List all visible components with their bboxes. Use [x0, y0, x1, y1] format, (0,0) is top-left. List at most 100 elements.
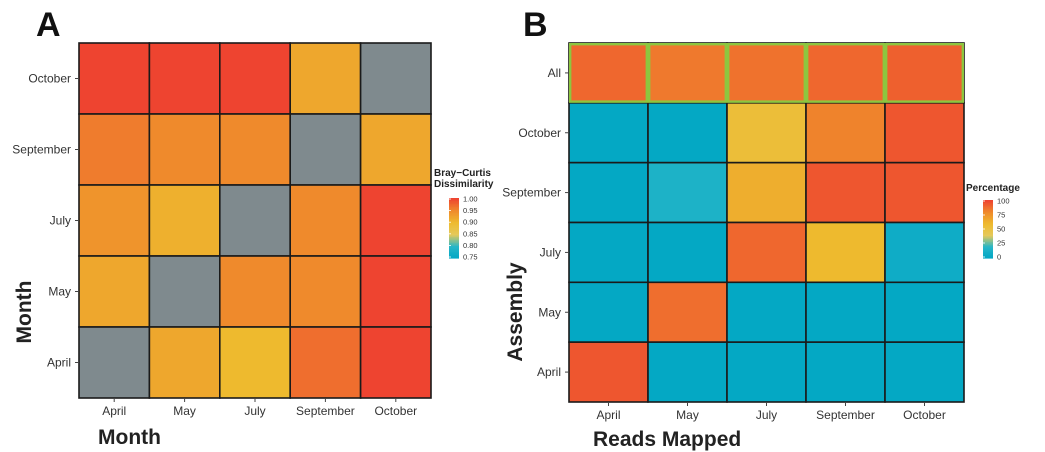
- legend-gradient-step: [449, 226, 459, 229]
- heatmap-cell-a: [289, 255, 362, 328]
- legend-gradient-step: [983, 207, 993, 210]
- highlight-outline: [727, 43, 807, 103]
- legend-gradient-step: [983, 220, 993, 223]
- legend-gradient-step: [983, 214, 993, 217]
- highlight-outline: [806, 43, 886, 103]
- heatmap-cell-b: [805, 102, 886, 164]
- heatmap-cell-a: [148, 255, 221, 328]
- heatmap-cell-b: [568, 42, 649, 104]
- legend-gradient-step: [449, 198, 459, 201]
- legend-gradient-step: [983, 230, 993, 233]
- heatmap-cell-a: [219, 113, 292, 186]
- legend-gradient-step: [449, 228, 459, 231]
- x-tick-label: April: [596, 408, 620, 422]
- legend-b: Percentage 100 75 50 25 0: [966, 183, 1020, 262]
- heatmap-cell-a: [219, 184, 292, 257]
- legend-tick-label: 0.90: [463, 218, 478, 227]
- x-axis-title: Reads Mapped: [593, 428, 741, 451]
- legend-gradient-step: [449, 232, 459, 235]
- x-tick-label: July: [244, 404, 265, 418]
- legend-gradient-step: [449, 238, 459, 241]
- highlight-outline: [885, 43, 965, 103]
- heatmap-cell-b: [884, 42, 965, 104]
- heatmap-cell-b: [726, 341, 807, 403]
- legend-gradient-step: [449, 205, 459, 208]
- legend-gradient-step: [449, 234, 459, 237]
- legend-gradient-step: [983, 240, 993, 243]
- legend-gradient-step: [449, 229, 459, 232]
- legend-gradient-step: [983, 249, 993, 252]
- legend-gradient-step: [449, 222, 459, 225]
- heatmap-cell-a: [219, 42, 292, 115]
- legend-gradient-step: [449, 246, 459, 249]
- heatmap-cell-b: [805, 161, 886, 224]
- legend-gradient-step: [449, 207, 459, 210]
- legend-gradient-step: [983, 229, 993, 232]
- legend-gradient-step: [449, 225, 459, 228]
- heatmap-cell-b: [726, 161, 807, 224]
- legend-gradient-step: [983, 210, 993, 213]
- legend-gradient-step: [983, 244, 993, 247]
- y-tick-label: October: [28, 72, 71, 86]
- heatmap-cell-b: [568, 102, 649, 164]
- heatmap-cell-a: [289, 326, 362, 399]
- legend-gradient-step: [449, 253, 459, 256]
- legend-title: Bray−Curtis: [434, 168, 491, 179]
- x-tick-label: July: [756, 408, 777, 422]
- panel-a-letter: A: [36, 6, 61, 44]
- x-tick-label: September: [296, 404, 355, 418]
- y-tick-label: October: [518, 126, 561, 140]
- heatmap-cell-a: [78, 326, 151, 399]
- legend-gradient-step: [983, 221, 993, 224]
- legend-gradient-step: [983, 253, 993, 256]
- legend-gradient-step: [983, 223, 993, 226]
- x-tick-label: May: [173, 404, 196, 418]
- heatmap-cell-a: [78, 42, 151, 115]
- legend-tick-label: 0.95: [463, 206, 478, 215]
- legend-title: Dissimilarity: [434, 179, 494, 190]
- legend-gradient-step: [983, 213, 993, 216]
- legend-gradient-step: [983, 243, 993, 246]
- legend-gradient-step: [449, 214, 459, 217]
- legend-gradient-step: [449, 244, 459, 247]
- heatmap-cell-a: [78, 113, 151, 186]
- panel-b-letter: B: [523, 6, 548, 44]
- heatmap-cell-a: [219, 255, 292, 328]
- heatmap-cell-a: [289, 113, 362, 186]
- legend-gradient-step: [449, 210, 459, 213]
- legend-gradient-step: [449, 250, 459, 253]
- heatmap-cell-b: [884, 221, 965, 284]
- legend-gradient-step: [449, 204, 459, 207]
- heatmap-cell-b: [647, 341, 728, 403]
- legend-tick-label: 100: [997, 197, 1010, 206]
- legend-tick-label: 0: [997, 253, 1001, 262]
- heatmap-cell-b: [568, 221, 649, 284]
- legend-gradient-step: [983, 256, 993, 259]
- legend-gradient-step: [449, 243, 459, 246]
- legend-tick-label: 50: [997, 225, 1005, 234]
- legend-gradient-step: [449, 255, 459, 258]
- legend-gradient-step: [983, 239, 993, 242]
- heatmap-cell-b: [647, 221, 728, 284]
- y-tick-label: September: [502, 186, 561, 200]
- heatmap-cell-a: [219, 326, 292, 399]
- legend-gradient-step: [983, 231, 993, 234]
- legend-title: Percentage: [966, 183, 1020, 194]
- legend-gradient-step: [449, 220, 459, 223]
- heatmap-cell-b: [647, 161, 728, 224]
- highlight-outline: [569, 43, 649, 103]
- heatmap-cell-a: [148, 184, 221, 257]
- legend-gradient-step: [983, 252, 993, 255]
- legend-gradient-step: [983, 233, 993, 236]
- heatmap-cell-b: [568, 281, 649, 343]
- legend-gradient-step: [983, 217, 993, 220]
- heatmap-cell-b: [726, 281, 807, 343]
- heatmap-cell-a: [148, 42, 221, 115]
- legend-gradient-step: [449, 223, 459, 226]
- legend-gradient-step: [983, 200, 993, 203]
- y-tick-label: July: [540, 245, 561, 259]
- y-tick-label: July: [50, 214, 71, 228]
- heatmap-cell-b: [884, 341, 965, 403]
